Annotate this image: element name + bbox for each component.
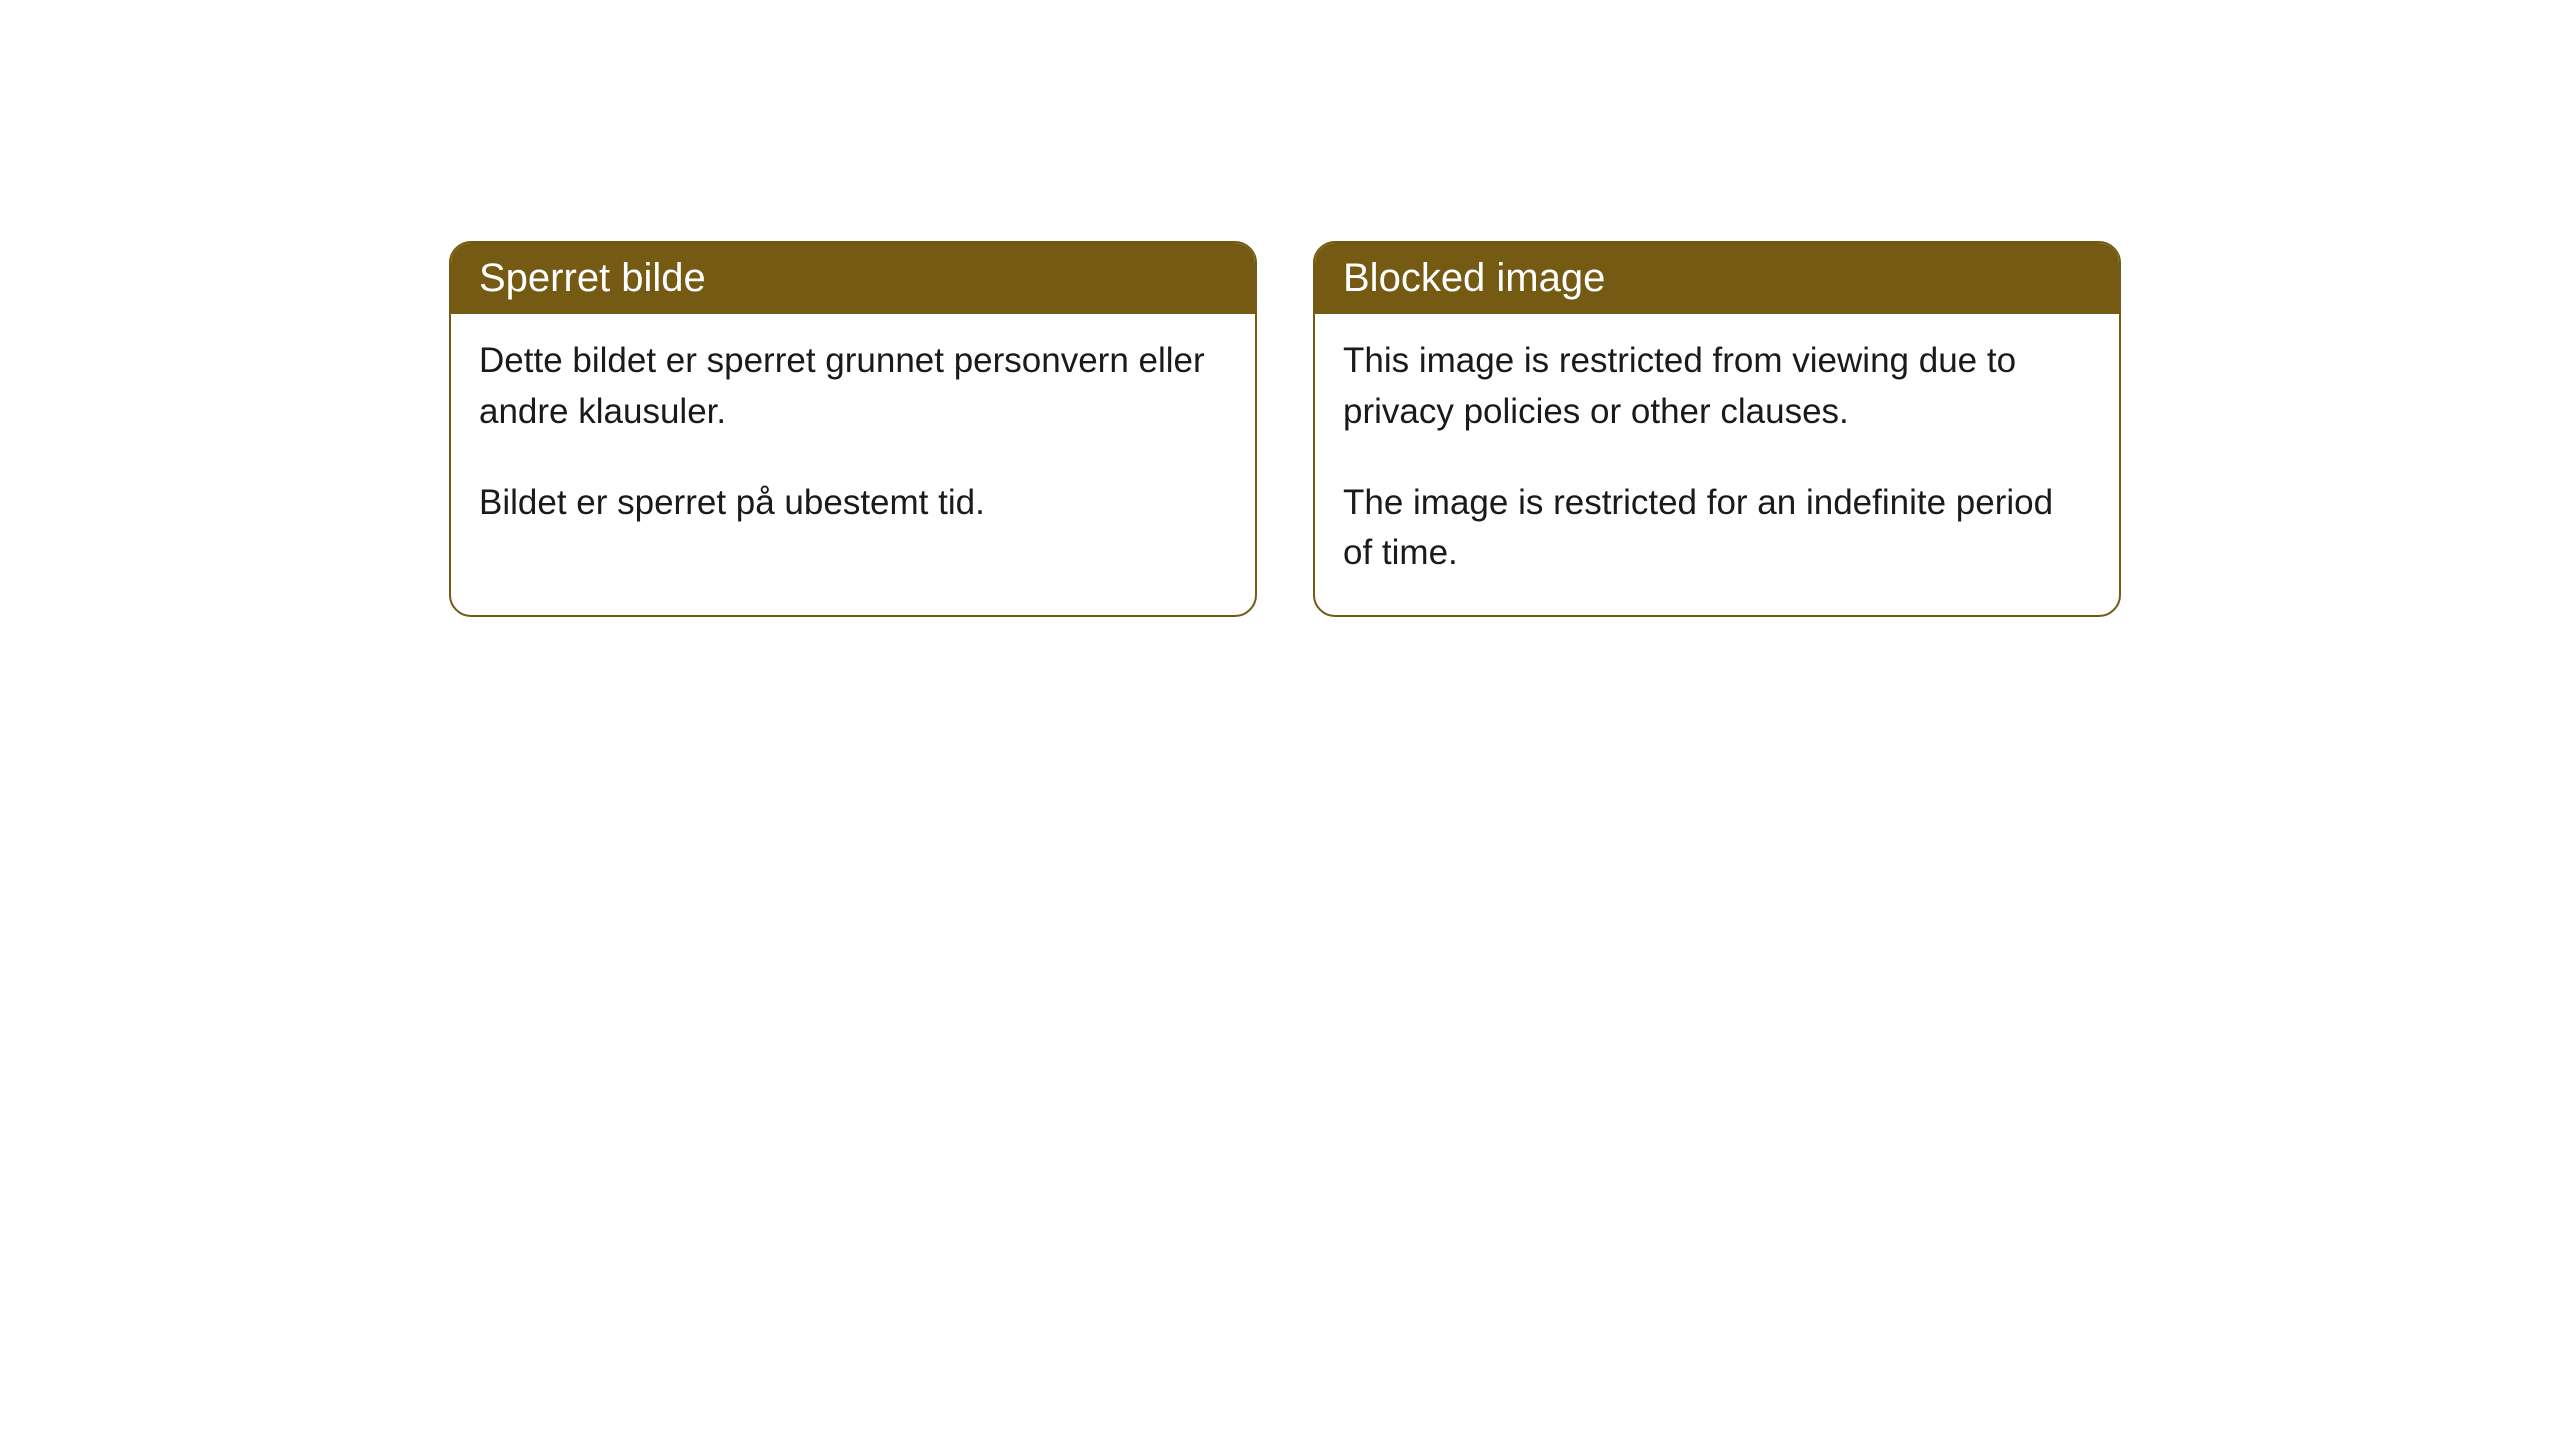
notice-title: Blocked image: [1343, 256, 1605, 300]
notice-header: Blocked image: [1315, 243, 2119, 314]
notice-header: Sperret bilde: [451, 243, 1255, 314]
notice-container: Sperret bilde Dette bildet er sperret gr…: [0, 0, 2560, 617]
notice-body: Dette bildet er sperret grunnet personve…: [451, 314, 1255, 564]
notice-paragraph: This image is restricted from viewing du…: [1343, 336, 2091, 438]
notice-paragraph: Dette bildet er sperret grunnet personve…: [479, 336, 1227, 438]
notice-title: Sperret bilde: [479, 256, 706, 300]
notice-card-norwegian: Sperret bilde Dette bildet er sperret gr…: [449, 241, 1257, 617]
notice-body: This image is restricted from viewing du…: [1315, 314, 2119, 615]
notice-card-english: Blocked image This image is restricted f…: [1313, 241, 2121, 617]
notice-paragraph: The image is restricted for an indefinit…: [1343, 478, 2091, 580]
notice-paragraph: Bildet er sperret på ubestemt tid.: [479, 478, 1227, 529]
